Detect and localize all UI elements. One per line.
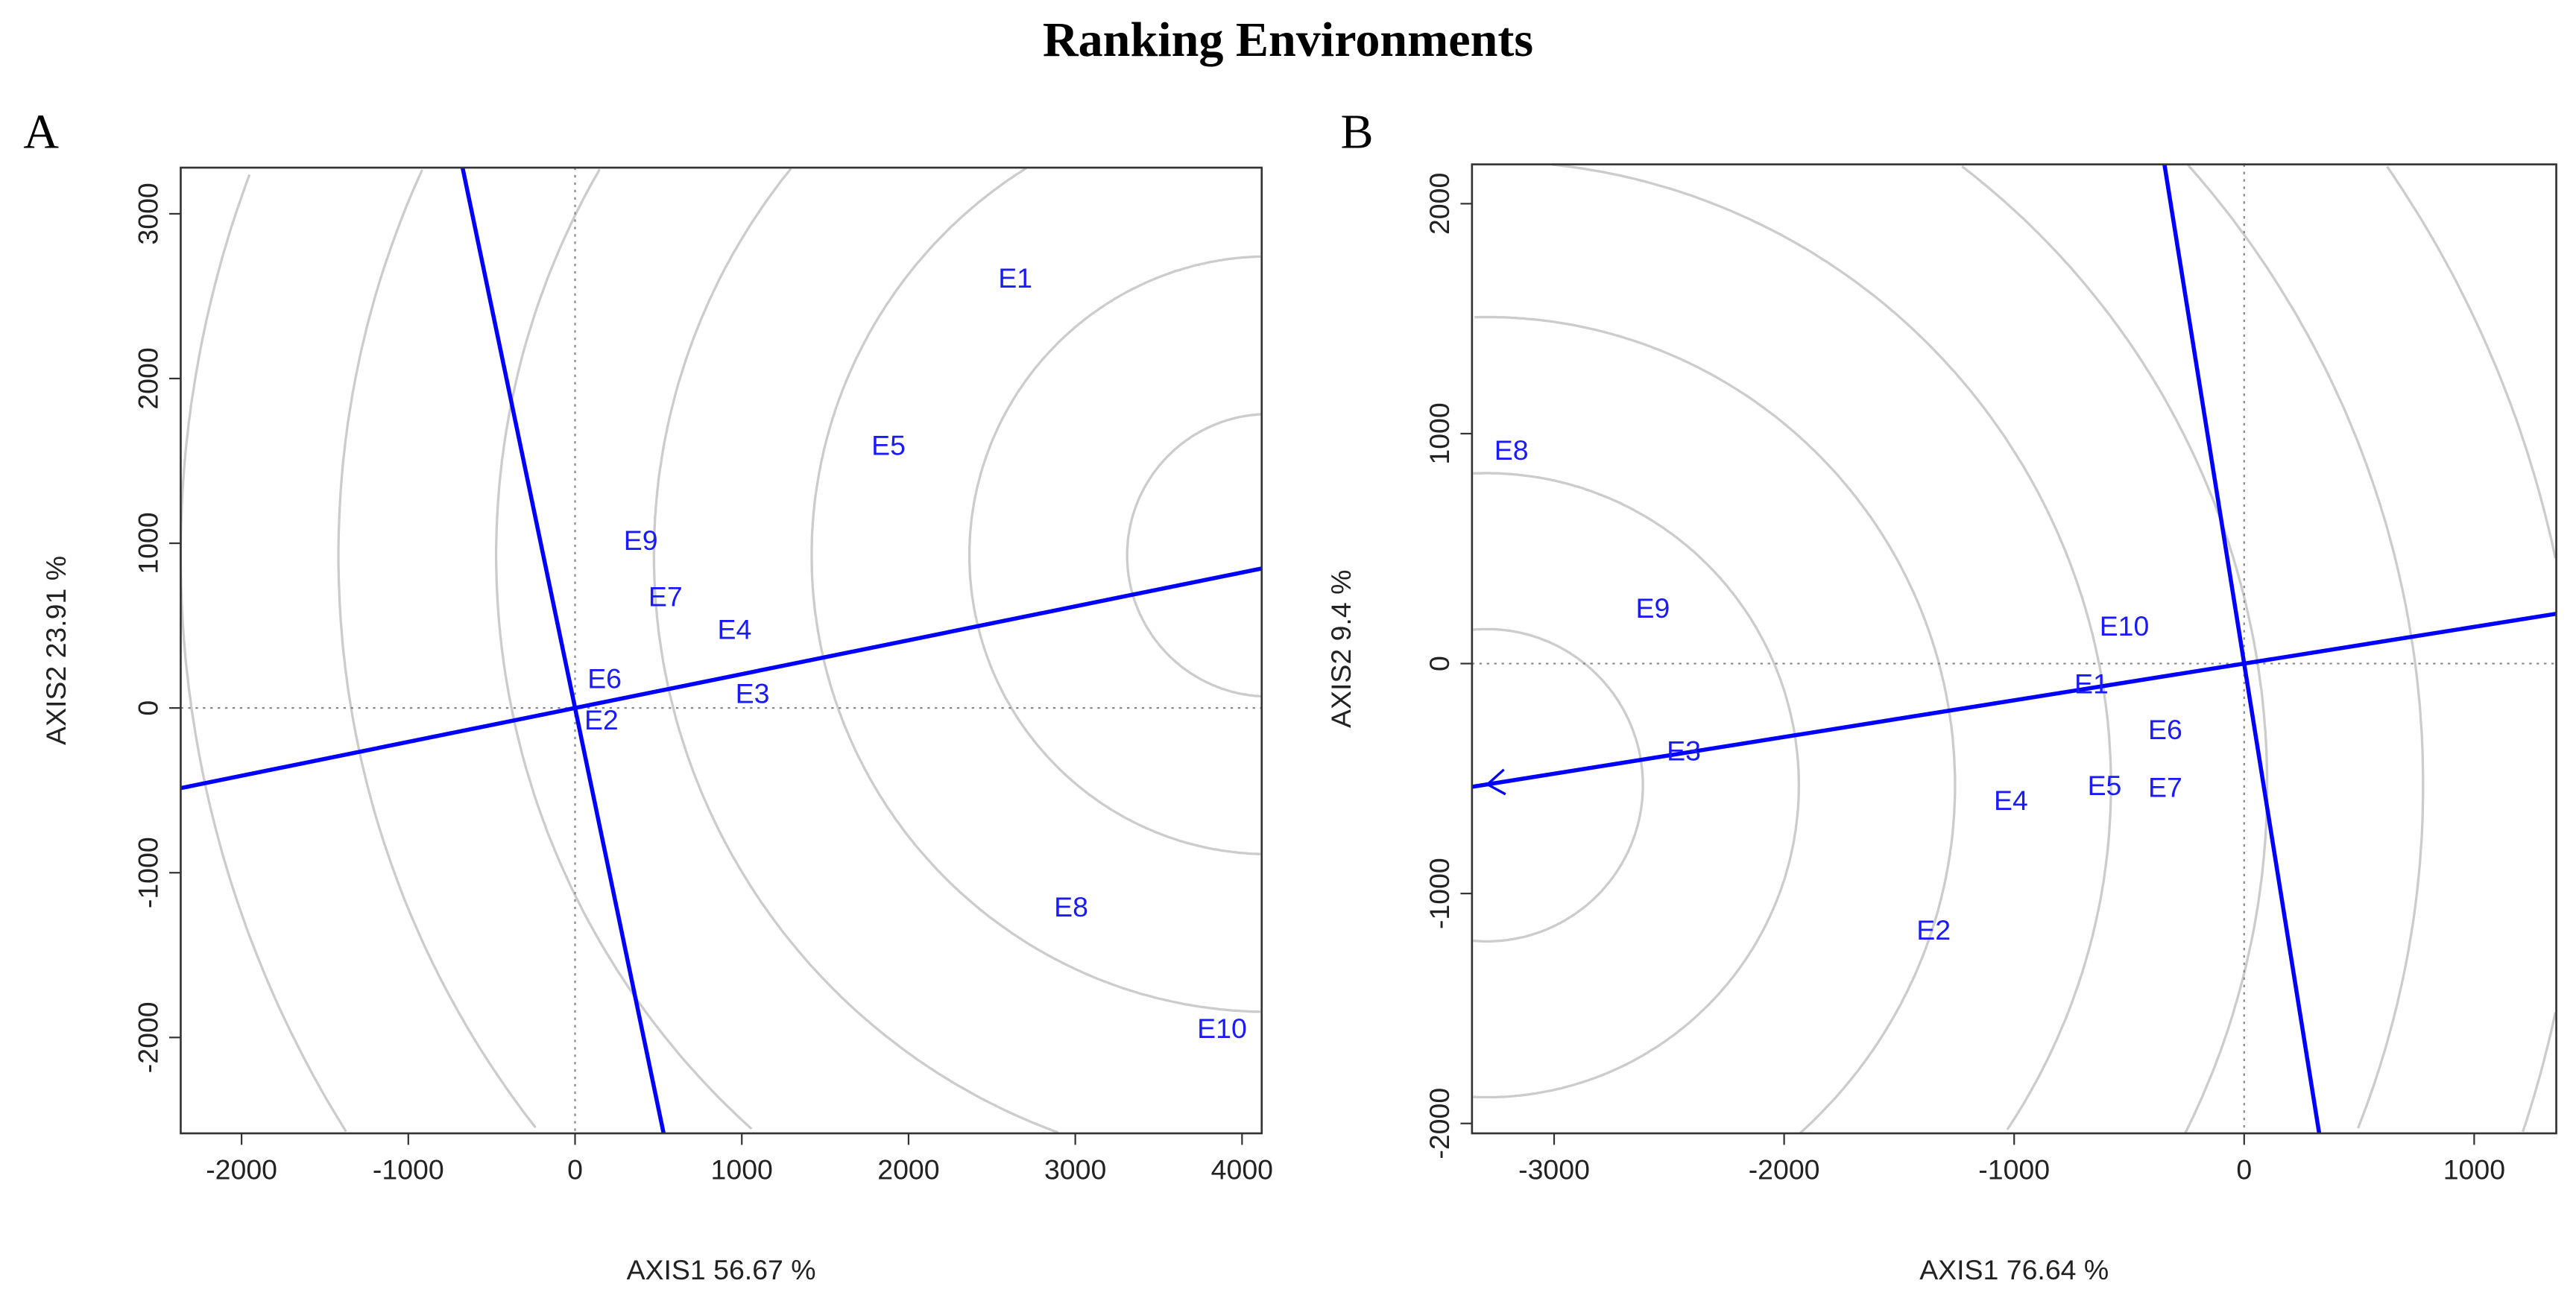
- x-tick-label: 4000: [1211, 1154, 1273, 1186]
- concentric-circle: [810, 167, 1261, 1013]
- panel-label: B: [1341, 105, 1374, 159]
- x-tick-label: -3000: [1518, 1154, 1590, 1186]
- y-axis-label: AXIS2 9.4 %: [1325, 570, 1357, 728]
- environment-label: E10: [2100, 610, 2150, 642]
- environment-label: E8: [1494, 434, 1529, 466]
- concentric-circle: [967, 255, 1261, 855]
- y-tick-label: -2000: [133, 1001, 164, 1073]
- concentric-circle: [1473, 627, 1644, 943]
- y-tick-label: 3000: [133, 183, 164, 244]
- x-tick-label: -1000: [373, 1154, 444, 1186]
- panel-b-biplot: E1 E2 E3 E4 E5 E6 E7 E8 E9 E10 -3000 -2000 -1000 0 100…: [1325, 105, 2557, 1285]
- environment-label: E10: [1197, 1013, 1247, 1044]
- x-tick-label: 0: [567, 1154, 583, 1186]
- environment-label: E9: [1636, 592, 1670, 624]
- concentric-circle: [652, 168, 1059, 1134]
- y-tick-label: 2000: [133, 347, 164, 409]
- x-tick-label: 3000: [1044, 1154, 1106, 1186]
- y-tick-label: 1000: [1424, 402, 1455, 464]
- environment-label: E8: [1054, 891, 1088, 922]
- x-tick-label: -2000: [206, 1154, 277, 1186]
- y-tick-label: -1000: [133, 837, 164, 908]
- environment-label: E5: [871, 430, 906, 461]
- concentric-circle: [1551, 163, 2112, 1131]
- panel-label: A: [23, 105, 59, 159]
- environment-label: E7: [648, 580, 683, 612]
- aea-perpendicular-line: [2162, 164, 2322, 1134]
- y-tick-label: -1000: [1424, 858, 1455, 929]
- aea-axis-line: [180, 566, 1263, 791]
- environment-label: E4: [717, 614, 751, 645]
- environment-label: E6: [2148, 714, 2182, 745]
- concentric-circle: [337, 169, 537, 1129]
- panel-a-biplot: E1 E2 E3 E4 E5 E6 E7 E8 E9 E10 -2000 -1000 0 1000 2000…: [23, 105, 1273, 1286]
- y-tick-label: -2000: [1424, 1088, 1455, 1159]
- x-axis-label: AXIS1 76.64 %: [1919, 1254, 2109, 1285]
- concentric-circle: [2187, 164, 2425, 1129]
- x-tick-label: 1000: [2443, 1154, 2505, 1186]
- y-tick-label: 1000: [133, 512, 164, 574]
- x-tick-label: 2000: [877, 1154, 939, 1186]
- plot-frame: [1471, 163, 2557, 1135]
- environment-label: E2: [1916, 914, 1951, 946]
- aea-arrow-icon: [1485, 768, 1506, 796]
- x-tick-label: 1000: [711, 1154, 773, 1186]
- plot-frame: [180, 166, 1263, 1135]
- concentric-circle: [1473, 472, 1801, 1099]
- environment-label: E4: [1994, 785, 2028, 816]
- concentric-circle: [1474, 315, 1957, 1134]
- concentric-circle: [494, 168, 753, 1130]
- y-tick-label: 0: [133, 700, 164, 716]
- environment-label: E1: [998, 262, 1032, 294]
- aea-axis-line: [1471, 611, 2557, 789]
- environment-label: E6: [587, 662, 622, 694]
- x-tick-label: -2000: [1749, 1154, 1820, 1186]
- x-axis-label: AXIS1 56.67 %: [627, 1254, 816, 1285]
- plot-area: E1 E2 E3 E4 E5 E6 E7 E8 E9 E10: [1471, 163, 2557, 1134]
- plot-area: E1 E2 E3 E4 E5 E6 E7 E8 E9 E10: [179, 167, 1263, 1134]
- aea-perpendicular-line: [460, 167, 666, 1134]
- environment-label: E5: [2088, 770, 2122, 801]
- environment-label: E3: [1667, 735, 1701, 767]
- figure-title: Ranking Environments: [1043, 13, 1533, 67]
- y-tick-label: 2000: [1424, 173, 1455, 235]
- y-tick-label: 0: [1424, 656, 1455, 671]
- concentric-circle: [1961, 165, 2269, 1134]
- x-tick-label: -1000: [1978, 1154, 2050, 1186]
- environment-label: E1: [2074, 668, 2109, 699]
- environment-label: E3: [736, 677, 770, 709]
- environment-label: E2: [584, 704, 619, 735]
- concentric-circle: [179, 174, 347, 1133]
- environment-label: E9: [624, 525, 658, 556]
- concentric-circle: [1126, 413, 1262, 698]
- y-axis-label: AXIS2 23.91 %: [40, 556, 72, 745]
- concentric-circle: [2386, 165, 2557, 1133]
- environment-label: E7: [2148, 771, 2182, 803]
- x-tick-label: 0: [2236, 1154, 2252, 1186]
